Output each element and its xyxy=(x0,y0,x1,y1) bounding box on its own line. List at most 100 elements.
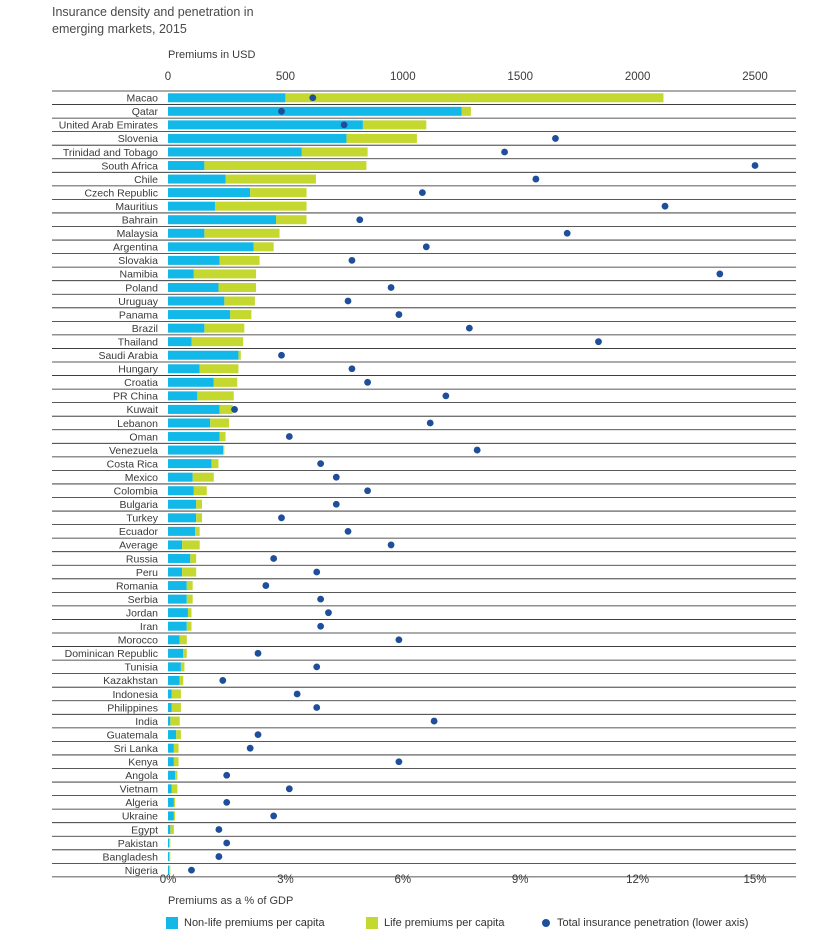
legend-label-nonlife: Non-life premiums per capita xyxy=(184,917,325,929)
bar-life xyxy=(173,757,179,767)
category-label: Algeria xyxy=(125,797,158,809)
legend-item-nonlife: Non-life premiums per capita xyxy=(166,917,325,929)
category-label: Thailand xyxy=(118,336,158,348)
top-tick-label: 2000 xyxy=(625,71,651,83)
bottom-tick-label: 12% xyxy=(626,874,649,886)
penetration-dot xyxy=(332,500,340,508)
category-label: Bahrain xyxy=(122,215,158,227)
penetration-dot xyxy=(387,541,395,549)
penetration-dot xyxy=(223,771,231,779)
category-label: Hungary xyxy=(118,364,158,376)
bar-life xyxy=(461,106,471,116)
bar-nonlife xyxy=(168,188,251,198)
bar-nonlife xyxy=(168,120,363,130)
category-label: Morocco xyxy=(118,635,158,647)
bar-life xyxy=(192,472,214,482)
category-label: Pakistan xyxy=(118,838,158,850)
penetration-dot xyxy=(246,744,254,752)
bar-life xyxy=(213,377,238,387)
category-label: Mexico xyxy=(125,472,158,484)
bar-life xyxy=(182,540,200,550)
penetration-dot xyxy=(231,406,238,413)
bar-nonlife xyxy=(168,838,170,848)
penetration-dot xyxy=(364,487,371,495)
bar-life xyxy=(219,432,226,442)
bar-life xyxy=(196,513,203,523)
bar-life xyxy=(224,296,255,306)
penetration-dot xyxy=(426,419,434,427)
bar-nonlife xyxy=(168,513,197,523)
bar-nonlife xyxy=(168,404,220,414)
bar-life xyxy=(225,174,316,184)
penetration-dot xyxy=(254,731,262,739)
bar-life xyxy=(197,391,234,401)
bar-nonlife xyxy=(168,282,219,292)
category-label: Average xyxy=(119,540,158,552)
bar-nonlife xyxy=(168,716,171,726)
penetration-dot xyxy=(332,473,340,481)
bar-nonlife xyxy=(168,391,198,401)
penetration-dot xyxy=(563,229,571,237)
bar-nonlife xyxy=(168,811,174,821)
category-label: Kenya xyxy=(128,757,158,769)
bar-life xyxy=(238,350,241,360)
category-label: Slovenia xyxy=(118,133,158,145)
bar-life xyxy=(210,418,230,428)
bar-nonlife xyxy=(168,757,174,767)
bar-nonlife xyxy=(168,743,174,753)
penetration-dot xyxy=(395,311,403,318)
penetration-dot xyxy=(364,378,371,386)
bar-nonlife xyxy=(168,486,194,496)
top-tick-label: 0 xyxy=(165,71,171,83)
bottom-tick-label: 0% xyxy=(160,874,177,886)
bottom-tick-label: 9% xyxy=(512,874,529,886)
category-label: Jordan xyxy=(126,607,158,619)
penetration-dot xyxy=(317,595,325,603)
category-label: United Arab Emirates xyxy=(59,120,158,132)
category-label: Colombia xyxy=(114,486,159,498)
bar-life xyxy=(186,594,193,604)
category-label: PR China xyxy=(113,391,158,403)
penetration-dot xyxy=(325,609,332,617)
bar-life xyxy=(173,811,176,821)
top-tick-label: 2500 xyxy=(742,71,768,83)
penetration-dot xyxy=(313,704,321,711)
penetration-dot xyxy=(293,690,301,698)
bar-life xyxy=(171,784,178,794)
category-label: Tunisia xyxy=(125,662,159,674)
penetration-dot xyxy=(317,460,325,468)
bar-nonlife xyxy=(168,553,191,563)
category-label: Dominican Republic xyxy=(65,648,158,660)
bar-nonlife xyxy=(168,852,170,862)
bar-nonlife xyxy=(168,201,215,211)
bar-nonlife xyxy=(168,675,180,685)
category-label: Nigeria xyxy=(125,865,158,877)
bar-life xyxy=(195,526,200,536)
bar-nonlife xyxy=(168,161,205,171)
category-label: Ukraine xyxy=(122,811,158,823)
bar-life xyxy=(223,445,225,455)
legend-item-life: Life premiums per capita xyxy=(366,917,504,929)
penetration-dot xyxy=(344,527,352,535)
category-label: Iran xyxy=(140,621,158,633)
bar-life xyxy=(193,486,207,496)
penetration-dot xyxy=(356,216,364,224)
penetration-dot xyxy=(430,717,438,725)
penetration-dot xyxy=(313,663,321,671)
category-label: Bulgaria xyxy=(119,499,158,511)
category-label: Bangladesh xyxy=(103,851,159,863)
bar-nonlife xyxy=(168,567,183,577)
bar-nonlife xyxy=(168,93,286,103)
penetration-dot xyxy=(387,284,395,291)
category-label: Angola xyxy=(125,770,158,782)
penetration-dot xyxy=(422,243,430,251)
category-label: Guatemala xyxy=(107,729,159,741)
bar-nonlife xyxy=(168,269,194,279)
penetration-dot xyxy=(340,121,348,129)
category-label: Mauritius xyxy=(115,201,158,213)
category-label: Vietnam xyxy=(120,784,159,796)
category-label: Argentina xyxy=(113,242,158,254)
bar-life xyxy=(182,567,197,577)
legend-label-life: Life premiums per capita xyxy=(384,917,505,929)
category-label: India xyxy=(135,716,158,728)
